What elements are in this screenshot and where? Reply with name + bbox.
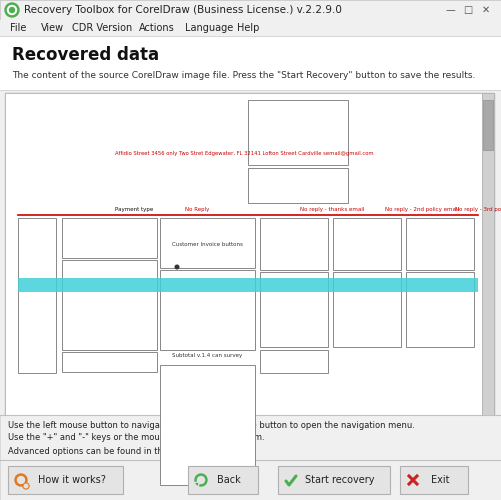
FancyBboxPatch shape bbox=[160, 218, 255, 268]
Text: Use the "+" and "-" keys or the mouse wheel for quick zoom.: Use the "+" and "-" keys or the mouse wh… bbox=[8, 434, 265, 442]
Text: Affidio Street 3456 only Two Stret Edgewater, FL 32141 Lofton Street Cardville s: Affidio Street 3456 only Two Stret Edgew… bbox=[115, 150, 374, 156]
FancyBboxPatch shape bbox=[482, 93, 494, 415]
Text: Actions: Actions bbox=[139, 23, 174, 33]
Text: Recovered data: Recovered data bbox=[12, 46, 159, 64]
Circle shape bbox=[15, 474, 27, 486]
Text: Advanced options can be found in the View menu.: Advanced options can be found in the Vie… bbox=[8, 446, 220, 456]
Circle shape bbox=[24, 484, 28, 488]
FancyBboxPatch shape bbox=[0, 36, 501, 90]
Text: Use the left mouse button to navigate and the right mouse button to open the nav: Use the left mouse button to navigate an… bbox=[8, 420, 415, 430]
Text: No Reply: No Reply bbox=[185, 206, 209, 212]
Text: View: View bbox=[41, 23, 64, 33]
Text: ✕: ✕ bbox=[482, 5, 490, 15]
FancyBboxPatch shape bbox=[18, 218, 56, 373]
Circle shape bbox=[195, 474, 207, 486]
Text: Help: Help bbox=[237, 23, 259, 33]
Circle shape bbox=[23, 483, 29, 489]
Text: No reply - 3rd policy email: No reply - 3rd policy email bbox=[455, 206, 501, 212]
FancyBboxPatch shape bbox=[333, 272, 401, 347]
FancyBboxPatch shape bbox=[248, 100, 348, 165]
FancyBboxPatch shape bbox=[62, 218, 157, 258]
FancyBboxPatch shape bbox=[406, 272, 474, 347]
Text: No reply - thanks email: No reply - thanks email bbox=[300, 206, 364, 212]
Text: Recovery Toolbox for CorelDraw (Business License.) v.2.2.9.0: Recovery Toolbox for CorelDraw (Business… bbox=[24, 5, 342, 15]
FancyBboxPatch shape bbox=[0, 460, 501, 500]
Text: The content of the source CorelDraw image file. Press the "Start Recovery" butto: The content of the source CorelDraw imag… bbox=[12, 70, 475, 80]
FancyBboxPatch shape bbox=[8, 466, 123, 494]
FancyBboxPatch shape bbox=[260, 272, 328, 347]
FancyBboxPatch shape bbox=[188, 466, 258, 494]
Text: How it works?: How it works? bbox=[38, 475, 105, 485]
Text: Start recovery: Start recovery bbox=[305, 475, 375, 485]
Text: —: — bbox=[445, 5, 455, 15]
FancyBboxPatch shape bbox=[5, 93, 482, 415]
Circle shape bbox=[197, 476, 204, 484]
Circle shape bbox=[5, 3, 19, 17]
FancyBboxPatch shape bbox=[278, 466, 390, 494]
FancyBboxPatch shape bbox=[483, 100, 493, 150]
Text: File: File bbox=[10, 23, 27, 33]
Text: Exit: Exit bbox=[431, 475, 449, 485]
Text: □: □ bbox=[463, 5, 472, 15]
Text: Back: Back bbox=[217, 475, 241, 485]
Circle shape bbox=[175, 265, 179, 269]
FancyBboxPatch shape bbox=[0, 415, 501, 460]
FancyBboxPatch shape bbox=[333, 218, 401, 270]
FancyBboxPatch shape bbox=[160, 365, 255, 485]
Circle shape bbox=[18, 476, 25, 484]
Circle shape bbox=[10, 8, 15, 12]
FancyBboxPatch shape bbox=[248, 168, 348, 203]
FancyBboxPatch shape bbox=[400, 466, 468, 494]
Text: Customer Invoice buttons: Customer Invoice buttons bbox=[171, 242, 242, 248]
FancyBboxPatch shape bbox=[62, 352, 157, 372]
FancyBboxPatch shape bbox=[260, 350, 328, 373]
FancyBboxPatch shape bbox=[0, 0, 501, 20]
FancyBboxPatch shape bbox=[160, 270, 255, 350]
FancyBboxPatch shape bbox=[18, 278, 478, 292]
Circle shape bbox=[8, 6, 17, 15]
FancyBboxPatch shape bbox=[5, 93, 494, 415]
Text: CDR Version: CDR Version bbox=[72, 23, 132, 33]
FancyBboxPatch shape bbox=[0, 20, 501, 36]
Text: Subtotal v.1.4 can survey: Subtotal v.1.4 can survey bbox=[172, 352, 242, 358]
FancyBboxPatch shape bbox=[406, 218, 474, 270]
Text: Language: Language bbox=[185, 23, 233, 33]
Text: Payment type: Payment type bbox=[115, 206, 153, 212]
FancyBboxPatch shape bbox=[62, 260, 157, 350]
Text: No reply - 2nd policy email: No reply - 2nd policy email bbox=[385, 206, 459, 212]
FancyBboxPatch shape bbox=[260, 218, 328, 270]
